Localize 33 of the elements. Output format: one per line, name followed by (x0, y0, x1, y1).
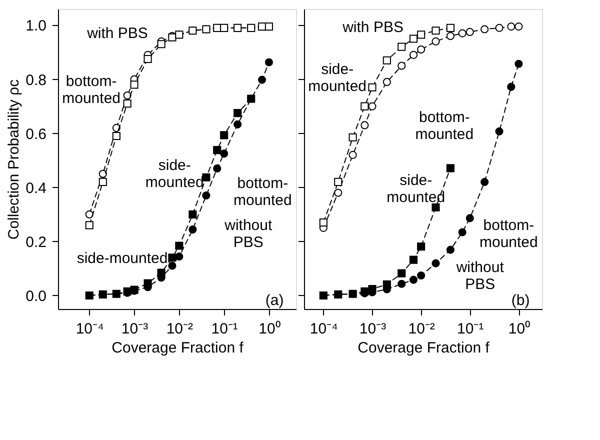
x-tick-label: 10⁻⁴ (76, 320, 104, 338)
annotation: side- mounted (308, 61, 367, 95)
y-tick-label: 0.0 (26, 288, 46, 305)
x-axis-title: Coverage Fraction f (358, 340, 490, 356)
x-tick-label: 10⁻² (408, 320, 435, 338)
x-tick-label: 10⁰ (508, 320, 530, 338)
y-axis-title: Collection Probability ρc (6, 78, 23, 240)
annotation: side-mounted (76, 250, 168, 267)
y-tick-label: 0.6 (26, 126, 46, 143)
y-tick-label: 0.8 (26, 72, 46, 89)
annotation: side- mounted (386, 172, 446, 206)
y-tick-label: 0.2 (26, 234, 46, 251)
x-tick-label: 10⁻³ (359, 320, 386, 338)
annotation: without PBS (455, 259, 505, 293)
x-axis-title: Coverage Fraction f (112, 340, 244, 356)
x-tick-label: 10⁻² (166, 320, 194, 338)
x-tick-label: 10⁻⁴ (310, 320, 338, 338)
annotation: bottom- mounted (62, 73, 121, 107)
y-tick-label: 1.0 (26, 18, 46, 35)
annotation: (a) (265, 292, 284, 309)
x-tick-label: 10⁻³ (121, 320, 148, 338)
annotation: with PBS (86, 25, 148, 42)
annotation: with PBS (342, 19, 404, 36)
annotation: without PBS (224, 217, 273, 251)
annotation: bottom- mounted (233, 175, 292, 209)
annotation: side- mounted (145, 157, 204, 191)
annotation: bottom- mounted (479, 217, 538, 251)
y-tick-label: 0.4 (26, 180, 46, 197)
x-tick-label: 10⁻¹ (211, 320, 238, 338)
x-tick-label: 10⁰ (258, 320, 280, 338)
annotation: (b) (511, 292, 530, 309)
annotation: bottom- mounted (415, 109, 474, 143)
x-tick-label: 10⁻¹ (457, 320, 484, 338)
